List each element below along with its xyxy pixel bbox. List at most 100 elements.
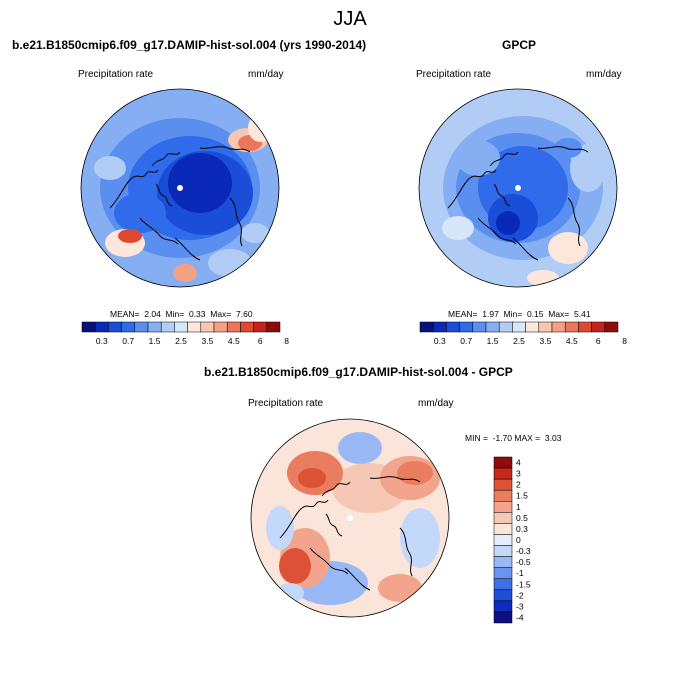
panel3-min-label: MIN = — [465, 433, 488, 443]
panel2-mean: 1.97 — [482, 309, 499, 319]
panel1-title: b.e21.B1850cmip6.f09_g17.DAMIP-hist-sol.… — [12, 38, 367, 52]
colorbar-tick-label: 1.5 — [487, 336, 499, 346]
colorbar-swatch — [493, 545, 513, 557]
field-region — [114, 193, 166, 233]
panel1-map — [80, 88, 280, 288]
colorbar-swatch — [512, 321, 526, 333]
colorbar-swatch — [121, 321, 136, 333]
colorbar-tick-label: 1 — [516, 502, 521, 512]
coastline — [279, 499, 329, 539]
colorbar-tick-label: 4.5 — [228, 336, 240, 346]
colorbar-swatch — [432, 321, 447, 333]
coastline — [447, 169, 497, 209]
colorbar-swatch — [525, 321, 540, 333]
field-region — [298, 468, 326, 488]
colorbar-swatch — [493, 578, 513, 591]
colorbar-swatch — [493, 489, 513, 502]
colorbar-tick-label: 2.5 — [513, 336, 525, 346]
colorbar-swatch — [493, 589, 513, 602]
colorbar-tick-label: 0.3 — [434, 336, 446, 346]
colorbar-swatch — [564, 321, 579, 333]
panel1-mean: 2.04 — [144, 309, 161, 319]
colorbar-tick-label: 4.5 — [566, 336, 578, 346]
colorbar-tick-label: -0.3 — [516, 546, 531, 556]
colorbar-tick-label: -2 — [516, 590, 524, 600]
colorbar-tick-label: 2 — [516, 480, 521, 490]
colorbar-tick-label: 1.5 — [149, 336, 161, 346]
colorbar-swatch — [493, 556, 513, 568]
field-region — [94, 156, 126, 180]
colorbar-tick-label: 0.3 — [516, 524, 528, 534]
colorbar-swatch — [493, 512, 513, 524]
panel2-max: 5.41 — [574, 309, 591, 319]
field-region — [241, 223, 269, 243]
colorbar-tick-label: 3.5 — [539, 336, 551, 346]
field-region — [168, 153, 232, 213]
panel3-max: 3.03 — [544, 433, 562, 443]
coastline — [325, 513, 343, 537]
colorbar-swatch — [551, 321, 566, 333]
coastline — [493, 183, 511, 207]
panel1-mean-label: MEAN= — [110, 309, 140, 319]
colorbar-swatch — [108, 321, 122, 333]
colorbar-swatch — [493, 501, 513, 513]
panel1-max-label: Max= — [210, 309, 232, 319]
panel2-stats: MEAN= 1.97 Min= 0.15 Max= 5.41 — [448, 309, 591, 319]
field-region — [442, 216, 474, 240]
colorbar-tick-label: 0.3 — [96, 336, 108, 346]
colorbar-swatch — [213, 321, 228, 333]
colorbar-swatch — [419, 321, 434, 333]
pole-marker — [347, 515, 353, 521]
field-region — [208, 249, 252, 277]
pole-marker — [515, 185, 521, 191]
coastline — [139, 217, 179, 245]
coastline — [174, 237, 201, 261]
panel3-units: mm/day — [418, 398, 454, 409]
colorbar-swatch — [459, 321, 474, 333]
panel2-min-label: Min= — [503, 309, 523, 319]
colorbar-swatch — [446, 321, 460, 333]
panel3-title: b.e21.B1850cmip6.f09_g17.DAMIP-hist-sol.… — [204, 365, 513, 379]
colorbar-tick-label: -0.5 — [516, 557, 531, 567]
panel1-units: mm/day — [248, 69, 284, 80]
coastline — [369, 476, 421, 483]
field-region — [548, 232, 588, 264]
panel1-colorbar: 0.3 0.7 1.5 2.5 3.5 4.5 6 8 — [81, 321, 289, 346]
colorbar-tick-label: 0.5 — [516, 513, 528, 523]
colorbar-swatch — [472, 321, 487, 333]
colorbar-swatch — [493, 456, 513, 469]
panel3-stats: MIN = -1.70 MAX = 3.03 — [465, 433, 561, 443]
coastline — [321, 481, 351, 497]
field-region — [118, 229, 142, 243]
panel1-stats: MEAN= 2.04 Min= 0.33 Max= 7.60 — [110, 309, 253, 319]
colorbar-swatch — [240, 321, 254, 333]
field-region — [397, 461, 433, 485]
panel2-variable: Precipitation rate — [416, 69, 492, 80]
panel3-variable: Precipitation rate — [248, 398, 324, 409]
field-region — [400, 508, 440, 568]
colorbar-swatch — [493, 600, 513, 613]
map-border — [80, 88, 280, 288]
panel3-min: -1.70 — [492, 433, 513, 443]
panel3-max-label: MAX = — [514, 433, 541, 443]
field-region — [554, 138, 582, 158]
panel2-map — [418, 88, 618, 288]
colorbar-swatch — [493, 523, 513, 535]
field-region — [570, 144, 606, 192]
colorbar-swatch — [493, 467, 513, 480]
panel2-units: mm/day — [586, 69, 622, 80]
colorbar-tick-label: 3 — [516, 469, 521, 479]
field-region — [276, 583, 304, 603]
colorbar-swatch — [578, 321, 592, 333]
coastline — [309, 547, 349, 575]
map-border — [418, 88, 618, 288]
figure-title: JJA — [333, 8, 367, 30]
colorbar-swatch — [604, 321, 619, 333]
panel2-title: GPCP — [502, 38, 537, 52]
colorbar-swatch — [493, 611, 513, 624]
colorbar-swatch — [134, 321, 149, 333]
colorbar-swatch — [538, 321, 553, 333]
coastline — [489, 151, 519, 167]
colorbar-tick-label: 1.5 — [516, 491, 528, 501]
